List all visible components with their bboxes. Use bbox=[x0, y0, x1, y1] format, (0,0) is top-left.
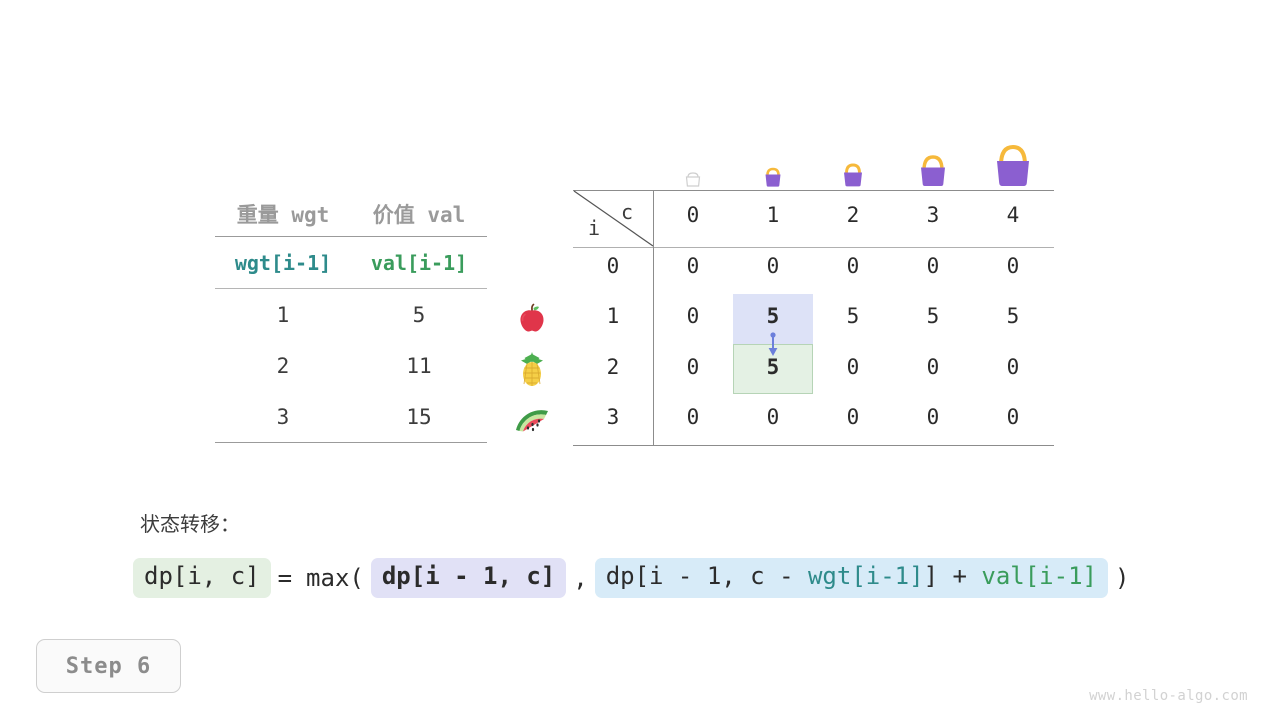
apple-icon bbox=[508, 292, 556, 343]
step-badge: Step 6 bbox=[36, 639, 181, 693]
formula-comma: , bbox=[573, 563, 588, 592]
table-row: 2 11 bbox=[215, 340, 487, 391]
item-table-header-row: 重量 wgt 价值 val bbox=[215, 192, 487, 236]
table-row: 3 15 bbox=[215, 391, 487, 442]
dp-cell-2-3: 0 bbox=[926, 354, 940, 379]
bag-size-4-icon bbox=[973, 126, 1053, 188]
dp-cell-3-4: 0 bbox=[1006, 405, 1020, 430]
formula-equals: = bbox=[277, 563, 293, 592]
dp-cell-2-1: 5 bbox=[766, 354, 780, 379]
dp-row-header-2: 2 bbox=[606, 354, 620, 379]
dp-cell-3-2: 0 bbox=[846, 405, 860, 430]
dp-cell-1-0: 0 bbox=[686, 304, 700, 329]
dp-rule-bottom bbox=[573, 445, 1054, 446]
dp-cell-1-3: 5 bbox=[926, 304, 940, 329]
dp-cell-3-1: 0 bbox=[766, 405, 780, 430]
dp-col-header-1: 1 bbox=[766, 203, 780, 228]
dp-col-header-2: 2 bbox=[846, 203, 860, 228]
dp-rule-vertical bbox=[653, 190, 654, 445]
formula-take-prefix: dp[i - 1, c - bbox=[605, 562, 808, 590]
formula-take-wgt: wgt[i-1] bbox=[807, 562, 924, 590]
bag-size-2-icon bbox=[813, 126, 893, 188]
item-3-value: 15 bbox=[406, 404, 432, 429]
item-table-subheader-row: wgt[i-1] val[i-1] bbox=[215, 237, 487, 288]
item-table-divider-top bbox=[215, 236, 487, 237]
item-1-weight: 1 bbox=[276, 302, 290, 327]
bag-size-3-icon bbox=[893, 126, 973, 188]
item-2-value: 11 bbox=[406, 353, 432, 378]
formula-option-take: dp[i - 1, c - wgt[i-1]] + val[i-1] bbox=[594, 558, 1108, 598]
dp-col-header-3: 3 bbox=[926, 203, 940, 228]
dp-cell-0-3: 0 bbox=[926, 253, 940, 278]
dp-cell-3-0: 0 bbox=[686, 405, 700, 430]
dp-rule-header bbox=[573, 246, 1054, 248]
watermark: www.hello-algo.com bbox=[1089, 688, 1248, 704]
table-row: 1 5 bbox=[215, 289, 487, 340]
table-row: 3 0 0 0 0 0 bbox=[573, 392, 1053, 443]
dp-cell-1-1: 5 bbox=[766, 304, 780, 329]
dp-cell-1-4: 5 bbox=[1006, 304, 1020, 329]
transition-arrow-down-icon bbox=[768, 332, 778, 356]
bag-empty-icon bbox=[653, 126, 733, 188]
state-transition-label: 状态转移： bbox=[140, 512, 240, 536]
formula-target: dp[i, c] bbox=[133, 558, 271, 598]
dp-corner-cell bbox=[573, 190, 653, 241]
dp-axis-label-i: i bbox=[588, 216, 601, 240]
dp-cell-0-4: 0 bbox=[1006, 253, 1020, 278]
dp-cell-3-3: 0 bbox=[926, 405, 940, 430]
dp-row-header-0: 0 bbox=[606, 253, 620, 278]
dp-cell-2-0: 0 bbox=[686, 354, 700, 379]
item-weight-value-table: 重量 wgt 价值 val wgt[i-1] val[i-1] 1 5 2 11… bbox=[215, 192, 487, 443]
item-3-weight: 3 bbox=[276, 404, 290, 429]
dp-col-header-4: 4 bbox=[1006, 203, 1020, 228]
item-table-divider-bottom bbox=[215, 442, 487, 443]
formula-take-val: val[i-1] bbox=[981, 562, 1097, 590]
item-table-subheader-val: val[i-1] bbox=[370, 250, 468, 275]
table-row: 1 0 5 5 5 5 bbox=[573, 291, 1053, 342]
state-transition-formula: dp[i, c] = max( dp[i - 1, c] , dp[i - 1,… bbox=[133, 558, 1136, 598]
formula-take-mid: ] + bbox=[923, 562, 982, 590]
pineapple-icon bbox=[508, 343, 556, 394]
formula-max-open: max( bbox=[306, 563, 364, 592]
dp-row-header-1: 1 bbox=[606, 304, 620, 329]
table-row: 2 0 5 0 0 0 bbox=[573, 342, 1053, 393]
dp-col-header-0: 0 bbox=[686, 203, 700, 228]
item-table-divider-mid bbox=[215, 288, 487, 289]
dp-cell-0-0: 0 bbox=[686, 253, 700, 278]
dp-axis-label-c: c bbox=[621, 200, 634, 224]
dp-rule-top bbox=[573, 190, 1054, 191]
item-fruit-column bbox=[508, 292, 556, 445]
dp-cell-2-4: 0 bbox=[1006, 354, 1020, 379]
dp-table: 0 1 2 3 4 0 0 0 0 0 0 1 0 5 5 5 5 2 0 5 … bbox=[573, 190, 1053, 443]
watermelon-icon bbox=[508, 394, 556, 445]
table-row: 0 0 0 0 0 0 bbox=[573, 241, 1053, 292]
dp-row-header-3: 3 bbox=[606, 405, 620, 430]
dp-cell-1-2: 5 bbox=[846, 304, 860, 329]
item-2-weight: 2 bbox=[276, 353, 290, 378]
item-table-subheader-wgt: wgt[i-1] bbox=[234, 250, 332, 275]
dp-cell-0-2: 0 bbox=[846, 253, 860, 278]
dp-cell-0-1: 0 bbox=[766, 253, 780, 278]
dp-header-row: 0 1 2 3 4 bbox=[573, 190, 1053, 241]
item-table-header-weight: 重量 wgt bbox=[236, 203, 330, 227]
item-1-value: 5 bbox=[412, 302, 426, 327]
formula-close-paren: ) bbox=[1114, 563, 1130, 592]
item-table-header-value: 价值 val bbox=[372, 203, 466, 227]
dp-cell-2-2: 0 bbox=[846, 354, 860, 379]
capacity-bag-icon-row bbox=[653, 126, 1053, 188]
bag-size-1-icon bbox=[733, 126, 813, 188]
formula-option-skip: dp[i - 1, c] bbox=[370, 558, 567, 598]
